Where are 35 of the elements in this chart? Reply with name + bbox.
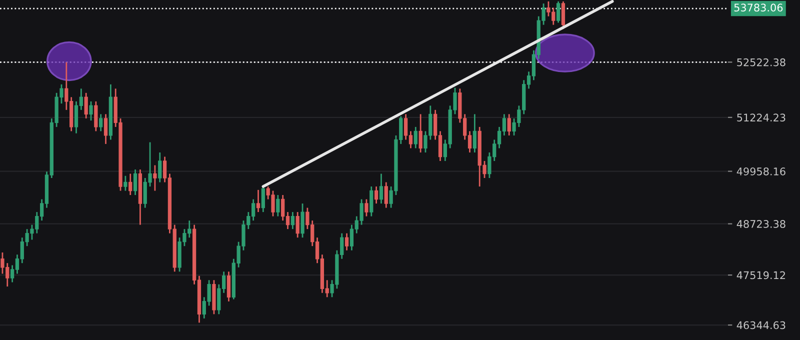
candlestick <box>379 173 384 204</box>
candlestick <box>507 113 511 136</box>
y-tick-label: 51224.23 <box>737 114 786 122</box>
y-tick-label: 49958.16 <box>736 167 786 176</box>
y-tick-label: 47519.12 <box>736 271 785 280</box>
candlestick <box>374 186 378 204</box>
y-tick-label: 46344.63 <box>736 321 786 330</box>
candlestick <box>158 152 162 183</box>
candlestick <box>261 186 265 213</box>
candlestick <box>344 232 349 252</box>
candlestick <box>99 113 103 132</box>
ref-line-label: 53783.06 <box>734 4 783 12</box>
candlestick <box>418 113 422 154</box>
candlestick <box>226 270 231 302</box>
candlestick <box>384 182 388 208</box>
candlestick <box>128 173 132 196</box>
candlestick <box>370 186 374 217</box>
candlestick <box>290 211 294 230</box>
y-tick-label: 52522.38 <box>737 58 786 66</box>
candlestick <box>104 113 108 145</box>
candlestick <box>300 202 304 238</box>
candlestick <box>276 194 280 217</box>
candlestick <box>364 198 368 217</box>
candlestick <box>414 126 418 149</box>
candlestick <box>296 211 300 238</box>
candlestick <box>133 168 138 196</box>
candlestick <box>124 175 128 192</box>
candlestick <box>556 0 560 24</box>
candlestick <box>153 164 157 192</box>
y-tick-label: 48723.38 <box>736 220 786 228</box>
candlestick <box>89 100 93 122</box>
candlestick <box>256 189 260 213</box>
candlestick <box>94 100 98 132</box>
candlestick <box>84 92 88 120</box>
candlestick <box>472 113 476 154</box>
